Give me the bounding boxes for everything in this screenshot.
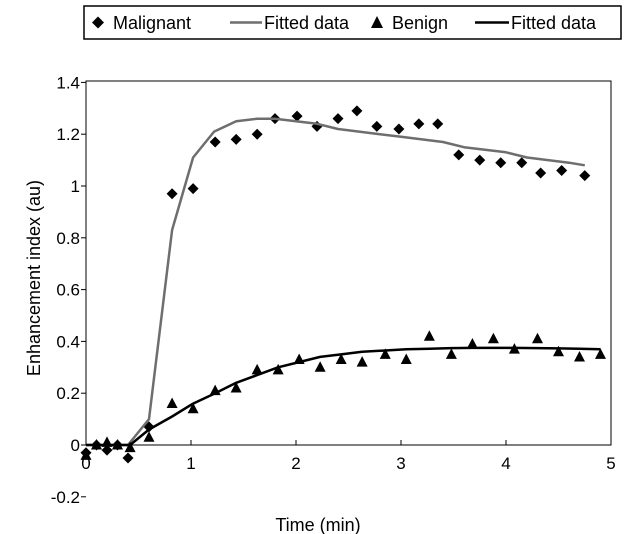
diamond-point <box>474 154 486 166</box>
x-tick-label: 0 <box>81 454 90 473</box>
triangle-point <box>187 402 199 414</box>
series-fitted-data-1 <box>86 117 586 447</box>
legend-label-benign: Benign <box>392 13 448 33</box>
legend-item-malignant: Malignant <box>92 13 191 33</box>
series-layer <box>80 105 606 464</box>
x-tick-label: 1 <box>186 454 195 473</box>
triangle-point <box>124 441 136 453</box>
x-tick-label: 3 <box>396 454 405 473</box>
x-tick-label: 5 <box>606 454 615 473</box>
triangle-point <box>423 330 435 341</box>
diamond-point <box>187 183 199 195</box>
series-benign-2 <box>80 330 606 460</box>
triangle-point <box>379 348 391 359</box>
triangle-point <box>251 363 263 375</box>
diamond-point <box>251 128 263 140</box>
legend-label-fitted-malignant: Fitted data <box>264 13 350 33</box>
diamond-point <box>371 120 383 132</box>
triangle-point <box>272 363 284 375</box>
triangle-marker-icon <box>371 16 383 28</box>
legend: Malignant Fitted data Benign Fitted data <box>83 5 622 40</box>
y-tick-label: 0 <box>71 436 80 455</box>
triangle-point <box>532 332 543 344</box>
diamond-point <box>209 136 221 148</box>
x-tick-label: 2 <box>291 454 300 473</box>
diamond-point <box>101 444 113 456</box>
legend-item-fitted-malignant: Fitted data <box>230 13 350 33</box>
diamond-point <box>230 133 242 145</box>
triangle-point <box>356 356 368 367</box>
diamond-point <box>393 123 405 135</box>
triangle-point <box>553 345 564 357</box>
diamond-point <box>432 118 444 130</box>
triangle-point <box>335 353 347 365</box>
plot-area-frame <box>85 80 612 446</box>
series-fitted-data-3 <box>86 346 601 447</box>
diamond-point <box>453 149 465 161</box>
triangle-point <box>314 361 326 372</box>
diamond-point <box>579 170 591 182</box>
y-tick-label: 0.8 <box>56 229 80 248</box>
y-tick-label: 0.6 <box>56 281 80 300</box>
legend-label-malignant: Malignant <box>113 13 191 33</box>
diamond-point <box>166 188 178 200</box>
fitted-line <box>86 117 586 447</box>
x-tick-label: 4 <box>501 454 510 473</box>
triangle-point <box>445 348 457 359</box>
triangle-point <box>466 337 478 349</box>
fitted-line <box>86 346 601 447</box>
y-tick-label: 0.4 <box>56 332 80 351</box>
triangle-point <box>400 353 412 365</box>
diamond-point <box>556 164 568 176</box>
diamond-point <box>332 113 344 125</box>
diamond-point <box>413 118 425 130</box>
triangle-point <box>595 348 606 359</box>
legend-frame <box>83 5 622 40</box>
diamond-point <box>122 452 134 464</box>
diamond-point <box>495 157 507 169</box>
triangle-point <box>487 332 499 344</box>
y-tick-label: 1.2 <box>56 125 80 144</box>
legend-item-fitted-benign: Fitted data <box>475 13 597 33</box>
triangle-point <box>166 397 178 409</box>
triangle-point <box>80 449 92 460</box>
diamond-point <box>291 110 303 122</box>
y-tick-label: 0.2 <box>56 384 80 403</box>
series-malignant-0 <box>80 105 591 464</box>
y-tick-label: -0.2 <box>51 488 80 507</box>
triangle-point <box>230 382 242 393</box>
y-tick-label: 1.4 <box>56 73 80 92</box>
diamond-point <box>516 157 528 169</box>
triangle-point <box>143 431 155 442</box>
axes: -0.200.20.40.60.811.21.40 1 2 3 4 5 <box>51 73 616 506</box>
diamond-marker-icon <box>92 16 104 29</box>
triangle-point <box>574 350 585 362</box>
legend-item-benign: Benign <box>371 13 448 33</box>
x-axis-title: Time (min) <box>275 515 360 534</box>
diamond-point <box>535 167 547 179</box>
y-axis-title: Enhancement index (au) <box>24 180 44 376</box>
y-tick-label: 1 <box>71 177 80 196</box>
diamond-point <box>351 105 363 117</box>
legend-label-fitted-benign: Fitted data <box>511 13 597 33</box>
